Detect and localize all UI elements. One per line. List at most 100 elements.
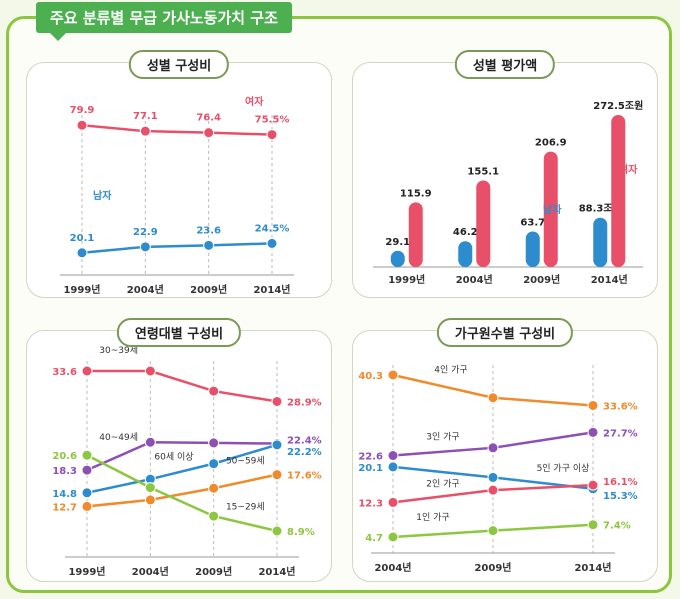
data-point [208,437,220,449]
data-point [487,525,499,537]
panel-title-age-ratio: 연령대별 구성비 [116,318,242,347]
series-line [86,473,278,508]
series-line [86,441,278,472]
data-point [81,487,93,499]
data-label: 22.2% [287,447,322,458]
data-point [387,461,399,473]
data-point [81,365,93,377]
x-tick-label: 2004년 [132,565,169,578]
data-point [587,519,599,531]
series-line [86,443,278,495]
bar [458,241,473,267]
chart-household-ratio: 2004년 2009년 2014년 40.3 33.6% 4인 가구 22.6 27.7% 3인… [358,364,638,574]
data-point [81,464,93,476]
data-point [387,450,399,462]
data-label: 8.9% [287,527,315,538]
main-title: 주요 분류별 무급 가사노동가치 구조 [36,2,292,41]
series-name-label: 1인 가구 [416,512,449,523]
chart-gender-ratio: 1999년 2004년 2009년 2014년 79.9 77.1 76.4 75.5% 20.… [60,95,294,296]
series-line [87,369,278,403]
data-label: 24.5% [255,223,290,234]
panel-gender-value: 성별 평가액 1999년 29.1 115.9 2004년 46.2 155.1 2009년… [352,50,658,298]
x-tick-label: 1999년 [63,283,100,296]
data-label: 272.5조원 [593,99,643,112]
x-tick-label: 2014년 [253,283,290,296]
x-tick-label: 2014년 [574,561,611,574]
data-label: 16.1% [603,477,638,488]
series-name-label: 남자 [93,189,112,202]
series-name-label: 5인 가구 이상 [537,463,590,474]
data-point [76,247,88,259]
bar [476,180,491,267]
data-label: 33.6 [52,367,77,378]
data-label: 22.6 [358,452,383,463]
data-label: 155.1 [467,166,499,177]
data-label: 23.6 [196,225,221,236]
data-label: 28.9% [287,397,322,408]
x-tick-label: 2004년 [127,283,164,296]
data-point [144,482,156,494]
x-tick-label: 2009년 [523,273,560,286]
data-point [139,241,151,253]
data-label: 115.9 [400,188,432,199]
series-name-label: 60세 이상 [154,451,193,462]
data-label: 12.3 [358,498,383,509]
bar [390,250,405,267]
data-label: 22.4% [287,436,322,447]
data-label: 46.2 [453,227,478,238]
data-point [387,496,399,508]
panel-title-household-ratio: 가구원수별 구성비 [436,318,574,347]
series-name-label: 여자 [619,163,638,176]
data-point [144,365,156,377]
data-point [203,127,215,139]
x-tick-label: 2009년 [195,565,232,578]
data-label: 29.1 [385,237,410,248]
data-point [139,125,151,137]
data-point [208,385,220,397]
data-label: 17.6% [287,471,322,482]
data-label: 18.3 [52,466,77,477]
data-label: 40.3 [358,371,383,382]
x-tick-label: 1999년 [388,273,425,286]
series-line [86,454,278,533]
data-point [208,482,220,494]
data-label: 12.7 [52,502,77,513]
data-label: 33.6% [603,401,638,412]
data-point [266,129,278,141]
data-point [266,237,278,249]
data-point [587,426,599,438]
data-label: 20.6 [52,451,77,462]
data-point [144,436,156,448]
series-name-label: 4인 가구 [434,364,467,375]
panel-household-ratio: 가구원수별 구성비 2004년 2009년 2014년 40.3 33.6% 4인 가구 2… [352,318,658,582]
series-name-label: 40~49세 [99,432,138,443]
chart-age-ratio: 1999년 2004년 2009년 2014년 33.6 28.9% 30~39세 18.3 2… [52,345,322,578]
bar [525,231,540,267]
x-tick-label: 2009년 [474,561,511,574]
bar [611,115,626,267]
data-point [271,395,283,407]
data-point [208,510,220,522]
data-label: 22.9 [133,227,158,238]
series-name-label: 3인 가구 [426,432,459,443]
x-tick-label: 2014년 [591,273,628,286]
data-point [587,399,599,411]
series-line [81,242,273,255]
data-point [387,531,399,543]
data-point [387,369,399,381]
series-name-label: 여자 [245,95,264,108]
data-point [81,500,93,512]
bar [593,217,608,267]
series-name-label: 남자 [543,203,562,216]
data-label: 14.8 [52,489,77,500]
x-tick-label: 2004년 [374,561,411,574]
data-point [208,458,220,470]
data-label: 27.7% [603,428,638,439]
data-point [144,494,156,506]
data-label: 77.1 [133,111,158,122]
data-point [487,484,499,496]
x-tick-label: 1999년 [68,565,105,578]
bar [408,202,423,267]
data-label: 4.7 [365,533,383,544]
series-name-label: 50~59세 [226,455,265,466]
